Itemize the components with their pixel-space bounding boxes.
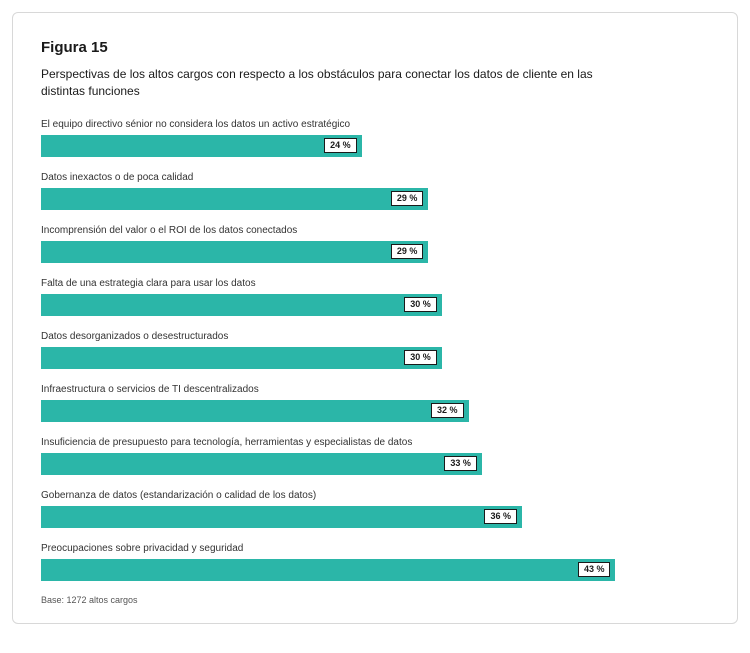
- bar-track: 32 %: [41, 400, 709, 422]
- figure-subtitle: Perspectivas de los altos cargos con res…: [41, 66, 601, 100]
- bar-value: 43 %: [578, 562, 611, 577]
- bar-value: 30 %: [404, 350, 437, 365]
- bar-track: 30 %: [41, 347, 709, 369]
- bar-row: El equipo directivo sénior no considera …: [41, 118, 709, 157]
- bar-track: 24 %: [41, 135, 709, 157]
- bar-value: 36 %: [484, 509, 517, 524]
- bar-label: Preocupaciones sobre privacidad y seguri…: [41, 542, 709, 555]
- bar-track: 33 %: [41, 453, 709, 475]
- bar-row: Datos desorganizados o desestructurados 3…: [41, 330, 709, 369]
- bar-value: 33 %: [444, 456, 477, 471]
- bar-fill: 29 %: [41, 241, 428, 263]
- bar-fill: 32 %: [41, 400, 469, 422]
- bar-fill: 30 %: [41, 347, 442, 369]
- bar-value: 29 %: [391, 191, 424, 206]
- figure-card: Figura 15 Perspectivas de los altos carg…: [12, 12, 738, 624]
- bar-row: Infraestructura o servicios de TI descen…: [41, 383, 709, 422]
- bar-value: 29 %: [391, 244, 424, 259]
- bar-label: Gobernanza de datos (estandarización o c…: [41, 489, 709, 502]
- bar-label: Insuficiencia de presupuesto para tecnol…: [41, 436, 709, 449]
- bar-value: 30 %: [404, 297, 437, 312]
- bar-value: 32 %: [431, 403, 464, 418]
- bar-label: Datos inexactos o de poca calidad: [41, 171, 709, 184]
- bar-track: 29 %: [41, 241, 709, 263]
- bar-label: Infraestructura o servicios de TI descen…: [41, 383, 709, 396]
- bar-label: Incomprensión del valor o el ROI de los …: [41, 224, 709, 237]
- figure-footer: Base: 1272 altos cargos: [41, 595, 709, 605]
- bar-track: 29 %: [41, 188, 709, 210]
- bar-fill: 33 %: [41, 453, 482, 475]
- bar-row: Datos inexactos o de poca calidad 29 %: [41, 171, 709, 210]
- bar-track: 30 %: [41, 294, 709, 316]
- bar-fill: 29 %: [41, 188, 428, 210]
- bar-row: Gobernanza de datos (estandarización o c…: [41, 489, 709, 528]
- bar-track: 43 %: [41, 559, 709, 581]
- bar-value: 24 %: [324, 138, 357, 153]
- bar-chart: El equipo directivo sénior no considera …: [41, 118, 709, 581]
- bar-track: 36 %: [41, 506, 709, 528]
- bar-fill: 30 %: [41, 294, 442, 316]
- bar-label: Falta de una estrategia clara para usar …: [41, 277, 709, 290]
- bar-row: Incomprensión del valor o el ROI de los …: [41, 224, 709, 263]
- figure-title: Figura 15: [41, 39, 709, 56]
- bar-row: Falta de una estrategia clara para usar …: [41, 277, 709, 316]
- bar-fill: 24 %: [41, 135, 362, 157]
- bar-label: El equipo directivo sénior no considera …: [41, 118, 709, 131]
- bar-row: Preocupaciones sobre privacidad y seguri…: [41, 542, 709, 581]
- bar-fill: 43 %: [41, 559, 615, 581]
- bar-label: Datos desorganizados o desestructurados: [41, 330, 709, 343]
- bar-fill: 36 %: [41, 506, 522, 528]
- bar-row: Insuficiencia de presupuesto para tecnol…: [41, 436, 709, 475]
